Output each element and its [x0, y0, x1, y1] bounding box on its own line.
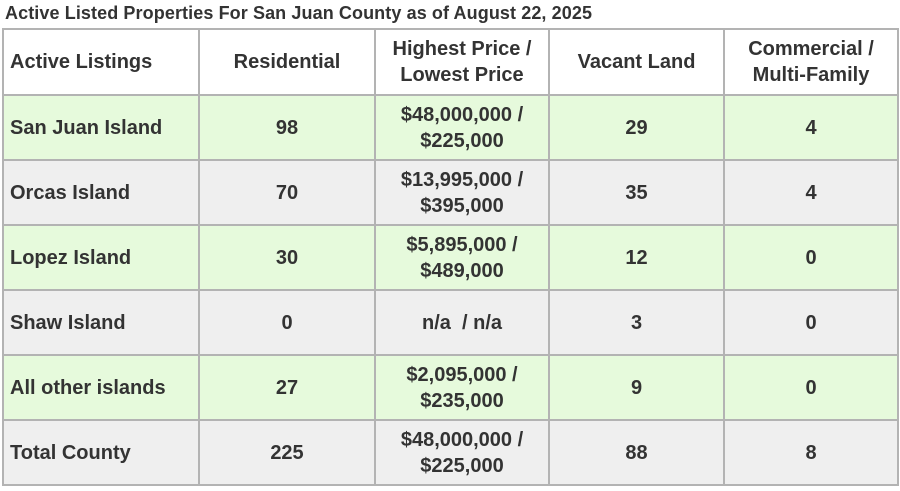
table-row-lopez-island: Lopez Island 30 $5,895,000 / $489,000 12…	[2, 224, 899, 291]
header-price: Highest Price / Lowest Price	[374, 28, 550, 96]
row-name: San Juan Island	[2, 94, 200, 161]
row-name: Total County	[2, 419, 200, 486]
vacant-land-count: 3	[548, 289, 725, 356]
commercial-count: 0	[723, 354, 899, 421]
vacant-land-count: 29	[548, 94, 725, 161]
vacant-land-count: 88	[548, 419, 725, 486]
header-commercial-line2: Multi-Family	[752, 64, 870, 86]
listings-table: Active Listings Residential Highest Pric…	[2, 28, 899, 486]
highest-price: $48,000,000 /	[400, 428, 524, 451]
residential-count: 27	[198, 354, 376, 421]
residential-count: 70	[198, 159, 376, 226]
lowest-price: $395,000	[420, 194, 504, 217]
lowest-price: $225,000	[420, 454, 504, 477]
commercial-count: 4	[723, 159, 899, 226]
table-row-all-other-islands: All other islands 27 $2,095,000 / $235,0…	[2, 354, 899, 421]
commercial-count: 8	[723, 419, 899, 486]
lowest-price: $235,000	[420, 389, 504, 412]
vacant-land-count: 12	[548, 224, 725, 291]
price-range: $13,995,000 / $395,000	[374, 159, 550, 226]
commercial-count: 0	[723, 224, 899, 291]
residential-count: 30	[198, 224, 376, 291]
table-header-row: Active Listings Residential Highest Pric…	[2, 28, 899, 96]
table-row-san-juan-island: San Juan Island 98 $48,000,000 / $225,00…	[2, 94, 899, 161]
header-commercial-line1: Commercial /	[748, 38, 874, 60]
header-vacant-land: Vacant Land	[548, 28, 725, 96]
price-range: $5,895,000 / $489,000	[374, 224, 550, 291]
header-price-line2: Lowest Price	[400, 64, 524, 86]
header-active-listings: Active Listings	[2, 28, 200, 96]
row-name: All other islands	[2, 354, 200, 421]
row-name: Shaw Island	[2, 289, 200, 356]
lowest-price: $489,000	[420, 259, 504, 282]
vacant-land-count: 9	[548, 354, 725, 421]
page-title: Active Listed Properties For San Juan Co…	[5, 3, 593, 23]
residential-count: 225	[198, 419, 376, 486]
lowest-price: $225,000	[420, 129, 504, 152]
commercial-count: 4	[723, 94, 899, 161]
vacant-land-count: 35	[548, 159, 725, 226]
row-name: Orcas Island	[2, 159, 200, 226]
residential-count: 98	[198, 94, 376, 161]
header-residential: Residential	[198, 28, 376, 96]
highest-price: $5,895,000 /	[406, 233, 518, 256]
table-row-orcas-island: Orcas Island 70 $13,995,000 / $395,000 3…	[2, 159, 899, 226]
price-range: $2,095,000 / $235,000	[374, 354, 550, 421]
price-range: $48,000,000 / $225,000	[374, 419, 550, 486]
price-range: n/a / n/a	[374, 289, 550, 356]
residential-count: 0	[198, 289, 376, 356]
highest-price: $2,095,000 /	[406, 363, 518, 386]
header-commercial: Commercial / Multi-Family	[723, 28, 899, 96]
highest-price: $48,000,000 /	[400, 103, 524, 126]
table-row-total-county: Total County 225 $48,000,000 / $225,000 …	[2, 419, 899, 486]
header-price-line1: Highest Price /	[392, 38, 532, 60]
price-range: $48,000,000 / $225,000	[374, 94, 550, 161]
highest-price: $13,995,000 /	[400, 168, 524, 191]
row-name: Lopez Island	[2, 224, 200, 291]
table-row-shaw-island: Shaw Island 0 n/a / n/a 3 0	[2, 289, 899, 356]
commercial-count: 0	[723, 289, 899, 356]
